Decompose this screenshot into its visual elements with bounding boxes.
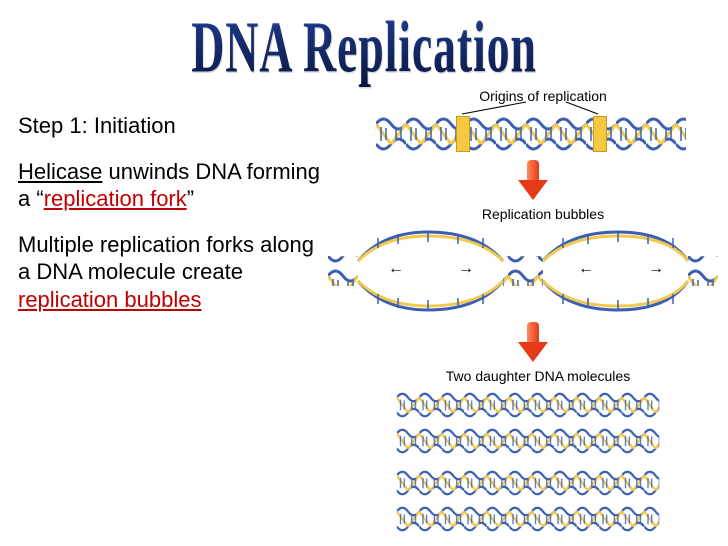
para1-post: ” (187, 186, 194, 211)
bubble-arrow: → (648, 260, 664, 278)
step-heading: Step 1: Initiation (18, 112, 328, 140)
dna-daughter-3 (353, 468, 703, 498)
arrow-1 (518, 160, 548, 200)
text-column: Step 1: Initiation Helicase unwinds DNA … (18, 112, 328, 331)
term-replication-bubbles: replication bubbles (18, 287, 201, 312)
dna-daughter-4 (353, 504, 703, 534)
bubble-arrow: ← (578, 260, 594, 278)
dna-daughter-1 (353, 390, 703, 420)
arrow-2 (518, 322, 548, 362)
para2-pre: Multiple replication forks along a DNA m… (18, 232, 314, 285)
term-helicase: Helicase (18, 159, 102, 184)
label-daughters: Two daughter DNA molecules (438, 368, 638, 384)
bubble-arrow: ← (388, 260, 404, 278)
paragraph-bubbles: Multiple replication forks along a DNA m… (18, 231, 328, 314)
bubble-arrow: → (458, 260, 474, 278)
dna-daughter-2 (353, 426, 703, 456)
term-replication-fork: replication fork (44, 186, 187, 211)
paragraph-helicase: Helicase unwinds DNA forming a “replicat… (18, 158, 328, 213)
replication-diagram: Origins of replication Replication bubbl… (328, 90, 718, 530)
label-bubbles: Replication bubbles (468, 206, 618, 222)
page-title: DNA Replication (55, 0, 674, 89)
origin-pointer-lines (376, 90, 686, 130)
